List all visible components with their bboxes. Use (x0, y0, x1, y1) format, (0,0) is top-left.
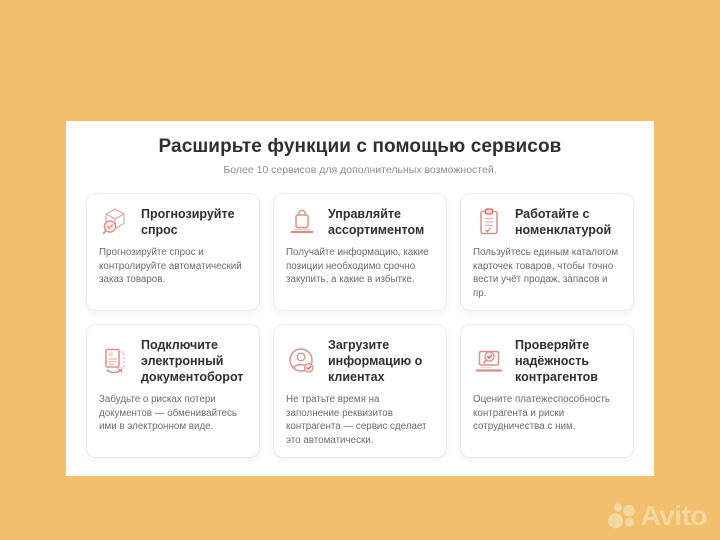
service-card-nomenclature: Работайте с номенклатурой Пользуйтесь ед… (460, 193, 634, 312)
avito-watermark: Avito (607, 500, 708, 531)
service-card-description: Забудьте о рисках потери документов — об… (99, 394, 237, 433)
service-card-title: Работайте с номенклатурой (515, 207, 612, 237)
service-card-title: Прогнозируйте спрос (141, 207, 235, 237)
panel-title: Расширьте функции с помощью сервисов (158, 136, 562, 157)
panel-header: Расширьте функции с помощью сервисов Бол… (86, 136, 634, 176)
services-panel: Расширьте функции с помощью сервисов Бол… (66, 121, 654, 477)
documents-exchange-icon (99, 345, 131, 377)
service-card-description: Оцените платежеспособность контрагента и… (473, 394, 611, 433)
shopping-bag-icon (286, 206, 318, 238)
service-card-description: Получайте информацию, какие позиции необ… (286, 247, 429, 286)
service-card-edo: Подключите электронный документоборот За… (86, 324, 260, 459)
services-grid: Прогнозируйте спрос Прогнозируйте спрос … (86, 193, 634, 459)
laptop-magnifier-check-icon (473, 345, 505, 377)
avito-logo-text: Avito (640, 500, 708, 531)
avito-dots-icon (607, 503, 635, 529)
panel-subtitle: Более 10 сервисов для дополнительных воз… (223, 164, 497, 176)
clipboard-checklist-icon (473, 206, 505, 238)
service-card-title: Управляйте ассортиментом (328, 207, 425, 237)
service-card-description: Пользуйтесь единым каталогом карточек то… (473, 247, 619, 299)
service-card-description: Прогнозируйте спрос и контролируйте авто… (99, 247, 242, 286)
service-card-title: Проверяйте надёжность контрагентов (515, 338, 598, 385)
service-card-description: Не тратьте время на заполнение реквизито… (286, 394, 427, 446)
cube-magnifier-check-icon (99, 206, 131, 238)
service-card-title: Загрузите информацию о клиентах (328, 338, 423, 385)
service-card-manage-assortment: Управляйте ассортиментом Получайте инфор… (273, 193, 447, 312)
service-card-title: Подключите электронный документоборот (141, 338, 244, 385)
service-card-forecast-demand: Прогнозируйте спрос Прогнозируйте спрос … (86, 193, 260, 312)
user-check-icon (286, 345, 318, 377)
service-card-client-info: Загрузите информацию о клиентах Не трать… (273, 324, 447, 459)
service-card-counterparty-check: Проверяйте надёжность контрагентов Оцени… (460, 324, 634, 459)
